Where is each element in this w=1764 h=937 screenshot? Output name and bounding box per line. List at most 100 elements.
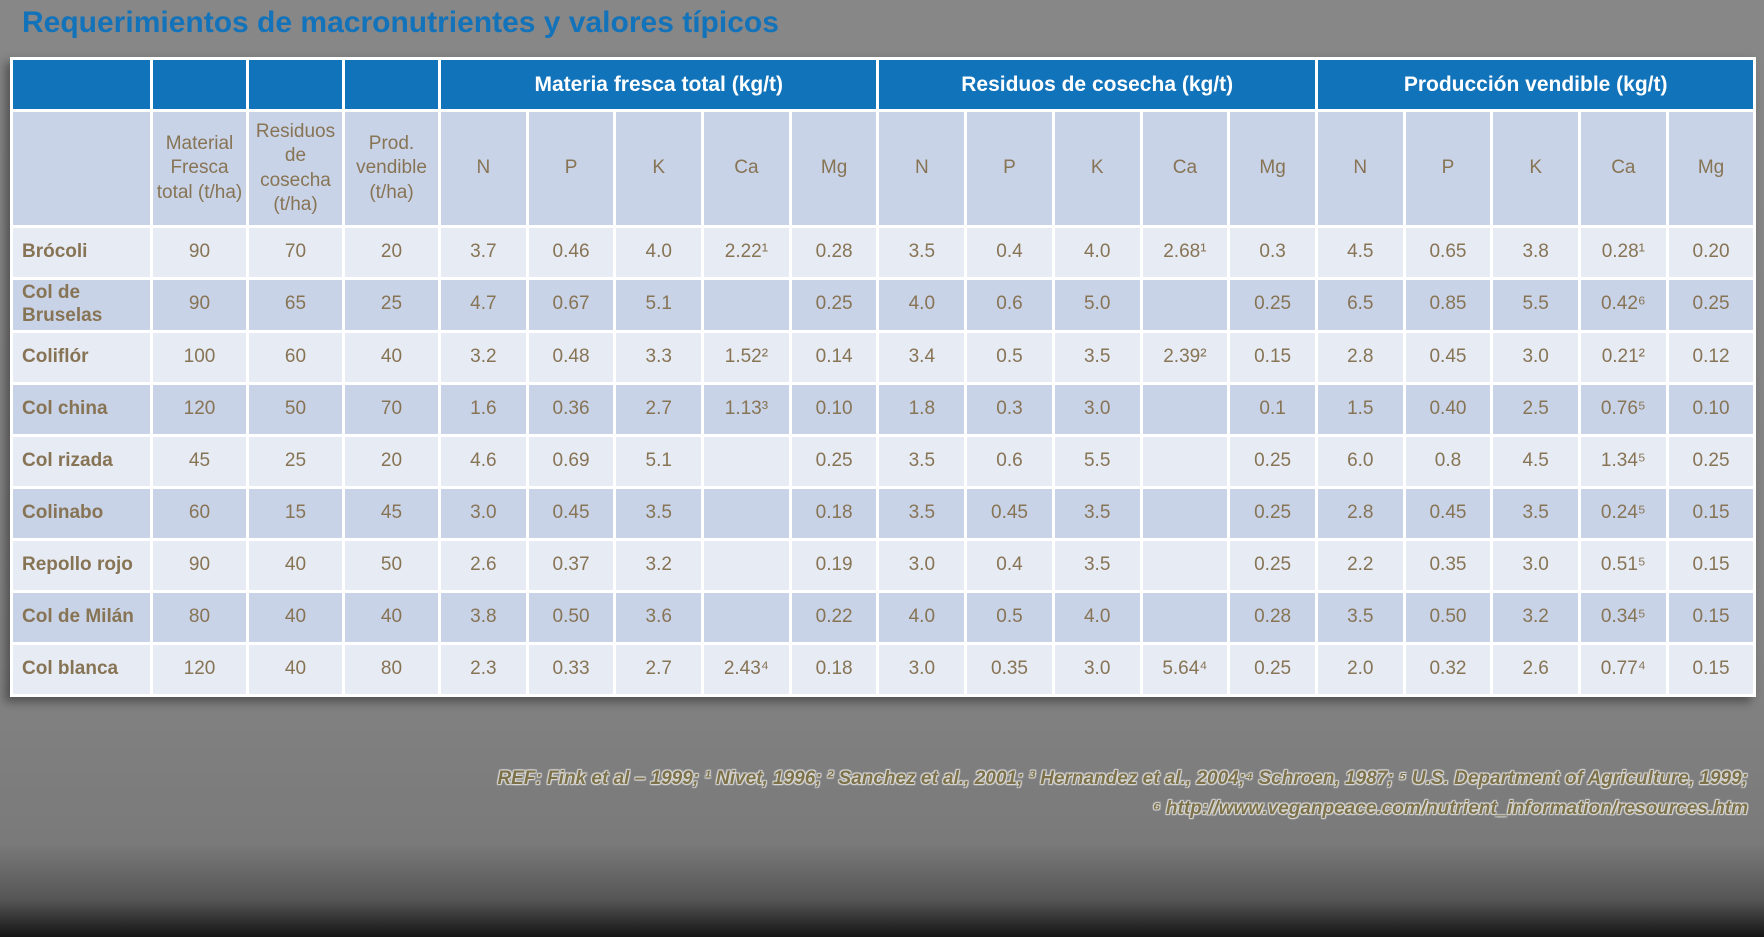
table-cell: 2.22¹ [701,225,792,280]
table-cell: 0.25 [1227,277,1318,333]
crop-name: Coliflór [10,329,153,385]
table-cell: 2.5 [1490,381,1581,437]
table-cell [1139,589,1231,645]
group-header-empty [246,57,345,112]
table-cell: 0.42⁶ [1578,277,1669,333]
table-cell: 45 [342,485,441,541]
table-cell: 4.6 [438,433,529,489]
table-cell: 0.10 [1665,381,1757,437]
table-cell: 0.15 [1665,589,1757,645]
table-cell [701,433,792,489]
table-cell: 3.5 [1051,485,1143,541]
table-cell [1139,537,1231,593]
column-header: K [1490,109,1581,228]
table-cell: 0.69 [525,433,617,489]
table-cell: 0.45 [964,485,1055,541]
table-cell: 40 [342,589,441,645]
table-cell: 0.37 [525,537,617,593]
table-cell: 20 [342,225,441,280]
column-header: Mg [1227,109,1318,228]
table-cell: 0.25 [1227,485,1318,541]
column-header: P [964,109,1055,228]
table-cell: 60 [150,485,249,541]
table-cell: 80 [342,641,441,697]
table-cell: 4.0 [1051,589,1143,645]
column-header: N [438,109,529,228]
table-cell: 3.0 [876,537,968,593]
table-cell: 1.8 [876,381,968,437]
group-header: Producción vendible (kg/t) [1314,57,1757,112]
table-cell: 100 [150,329,249,385]
crop-name: Repollo rojo [10,537,153,593]
table-cell: 2.0 [1314,641,1406,697]
table-cell: 3.5 [613,485,705,541]
table-cell: 25 [246,433,345,489]
references-line1: REF: Fink et al – 1999; ¹ Nivet, 1996; ²… [497,768,1748,789]
table-cell: 0.19 [788,537,880,593]
column-header: P [525,109,617,228]
table-cell: 50 [342,537,441,593]
table-cell: 15 [246,485,345,541]
column-header: Ca [1139,109,1231,228]
crop-name: Brócoli [10,225,153,280]
column-header: K [613,109,705,228]
table-cell: 0.21² [1578,329,1669,385]
table-cell: 3.5 [1051,329,1143,385]
table-cell: 0.32 [1402,641,1494,697]
table-cell: 5.1 [613,433,705,489]
table-cell: 70 [342,381,441,437]
table-cell: 0.28¹ [1578,225,1669,280]
group-header-empty [150,57,249,112]
table-cell: 0.34⁵ [1578,589,1669,645]
table-cell: 120 [150,641,249,697]
table-row: Brócoli 90 70 20 3.7 0.46 4.0 2.22¹ 0.28 3.5 0.4 4.… [10,225,1757,280]
table-cell: 2.2 [1314,537,1406,593]
table-cell: 0.4 [964,537,1055,593]
table-cell: 80 [150,589,249,645]
table-cell: 0.22 [788,589,880,645]
table-cell: 0.15 [1665,641,1757,697]
table-cell: 3.5 [876,433,968,489]
table-cell: 5.0 [1051,277,1143,333]
table-cell: 0.20 [1665,225,1757,280]
column-header: Prod. vendible (t/ha) [342,109,441,228]
table-cell: 0.15 [1227,329,1318,385]
crop-name: Col de Milán [10,589,153,645]
table-cell: 0.45 [1402,329,1494,385]
table-cell [1139,381,1231,437]
table-cell: 1.52² [701,329,792,385]
table-cell: 2.7 [613,641,705,697]
table-cell [701,485,792,541]
page-title: Requerimientos de macronutrientes y valo… [22,6,779,39]
table-cell: 3.6 [613,589,705,645]
table-cell: 1.34⁵ [1578,433,1669,489]
crop-name: Col de Bruselas [10,277,153,333]
table-cell [1139,485,1231,541]
table-cell: 0.5 [964,589,1055,645]
table-cell: 90 [150,277,249,333]
crop-name: Col china [10,381,153,437]
column-header: Ca [1578,109,1669,228]
corner-header [10,109,153,228]
table-cell: 45 [150,433,249,489]
table-row: Col de Milán 80 40 40 3.8 0.50 3.6 0.22 4.0 0.5 4.… [10,589,1757,645]
table-cell [1139,277,1231,333]
nutrient-table: Materia fresca total (kg/t) Residuos de c… [10,57,1757,697]
group-header: Materia fresca total (kg/t) [437,57,880,112]
table-cell: 0.6 [964,277,1055,333]
column-header: N [1314,109,1406,228]
table-cell: 0.14 [788,329,880,385]
table-cell: 120 [150,381,249,437]
table-cell: 4.5 [1314,225,1406,280]
table-row: Col blanca 120 40 80 2.3 0.33 2.7 2.43⁴ 0.18 3.0 0… [10,641,1757,697]
table-cell: 3.0 [1490,329,1581,385]
table-cell: 0.3 [964,381,1055,437]
table-cell: 0.48 [525,329,617,385]
table-cell: 3.0 [1490,537,1581,593]
table-cell: 0.45 [1402,485,1494,541]
crop-name: Colinabo [10,485,153,541]
crop-name: Col rizada [10,433,153,489]
table-cell: 0.50 [1402,589,1494,645]
table-cell: 0.5 [964,329,1055,385]
group-header-empty [342,57,441,112]
